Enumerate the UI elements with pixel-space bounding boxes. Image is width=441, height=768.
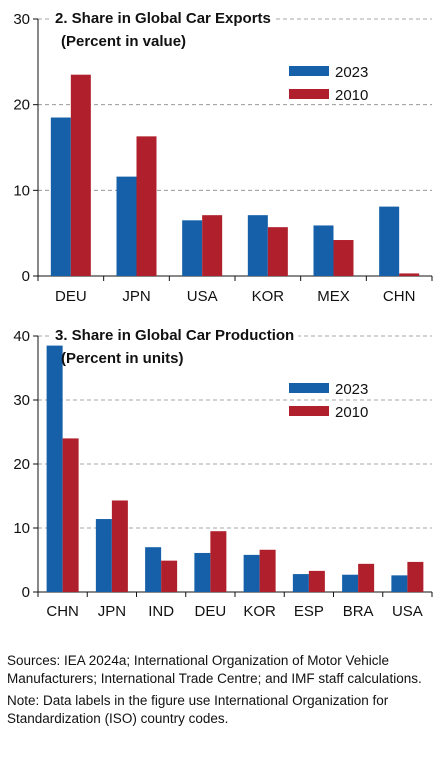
bar-mex-2010 xyxy=(333,240,354,276)
bar-bra-2023 xyxy=(342,574,359,592)
title-backing xyxy=(51,326,299,345)
x-tick-label: ESP xyxy=(294,603,324,620)
bar-kor-2010 xyxy=(259,549,276,592)
bar-jpn-2010 xyxy=(136,136,157,276)
legend-label: 2010 xyxy=(335,87,368,104)
chart-subtitle: (Percent in value) xyxy=(61,33,186,50)
bar-deu-2023 xyxy=(194,552,211,592)
x-tick-label: KOR xyxy=(252,288,285,305)
chart-title: 2. Share in Global Car Exports xyxy=(55,10,271,27)
x-tick-label: DEU xyxy=(55,288,87,305)
bar-usa-2010 xyxy=(202,215,223,276)
legend-label: 2010 xyxy=(335,404,368,421)
y-tick-label: 30 xyxy=(13,11,30,28)
legend-swatch-2010 xyxy=(289,406,329,416)
title-backing xyxy=(51,9,275,28)
bar-deu-2010 xyxy=(210,531,227,592)
bar-chn-2023 xyxy=(46,345,63,592)
legend-swatch-2010 xyxy=(289,89,329,99)
legend-swatch-2023 xyxy=(289,383,329,393)
bar-usa-2010 xyxy=(407,561,424,592)
x-tick-label: IND xyxy=(148,603,174,620)
x-tick-label: MEX xyxy=(317,288,350,305)
bar-chn-2010 xyxy=(62,438,79,592)
legend-label: 2023 xyxy=(335,64,368,81)
bar-chn-2023 xyxy=(379,206,400,276)
chart-title: 3. Share in Global Car Production xyxy=(55,327,294,344)
x-tick-label: JPN xyxy=(98,603,126,620)
x-tick-label: KOR xyxy=(243,603,276,620)
y-tick-label: 0 xyxy=(22,268,30,285)
bar-ind-2023 xyxy=(145,547,162,592)
y-tick-label: 10 xyxy=(13,182,30,199)
legend-label: 2023 xyxy=(335,381,368,398)
y-tick-label: 30 xyxy=(13,392,30,409)
y-tick-label: 20 xyxy=(13,97,30,114)
car-exports-chart: 0 10 20 30 DEU JPN USA KOR MEX CHN 2. Share in Glo… xyxy=(13,9,433,305)
x-tick-label: DEU xyxy=(195,603,227,620)
bar-usa-2023 xyxy=(391,575,408,592)
bar-jpn-2023 xyxy=(95,519,112,592)
bar-kor-2010 xyxy=(267,227,288,276)
bar-chn-2010 xyxy=(399,273,420,276)
bar-esp-2010 xyxy=(308,570,325,592)
bar-mex-2023 xyxy=(313,225,334,276)
y-tick-label: 20 xyxy=(13,456,30,473)
y-tick-label: 10 xyxy=(13,520,30,537)
bar-esp-2023 xyxy=(292,574,309,592)
y-tick-label: 40 xyxy=(13,328,30,345)
x-tick-label: CHN xyxy=(383,288,416,305)
bar-jpn-2010 xyxy=(111,500,128,592)
car-production-chart: 0 10 20 30 40 CHN JPN IND DEU KOR ESP BRA USA 3. Shar… xyxy=(13,326,433,620)
bar-deu-2010 xyxy=(70,74,91,276)
x-tick-label: USA xyxy=(392,603,423,620)
bar-kor-2023 xyxy=(243,554,260,592)
figure-notes: Sources: IEA 2024a; International Organi… xyxy=(7,652,437,732)
x-tick-label: CHN xyxy=(46,603,79,620)
legend-swatch-2023 xyxy=(289,66,329,76)
bar-ind-2010 xyxy=(161,560,178,592)
y-tick-label: 0 xyxy=(22,584,30,601)
iso-note: Note: Data labels in the figure use Inte… xyxy=(7,693,389,726)
x-tick-label: USA xyxy=(187,288,218,305)
chart-subtitle: (Percent in units) xyxy=(61,350,184,367)
bar-bra-2010 xyxy=(358,563,375,592)
sources-note: Sources: IEA 2024a; International Organi… xyxy=(7,653,422,686)
bar-deu-2023 xyxy=(50,117,71,277)
x-tick-label: JPN xyxy=(122,288,150,305)
x-tick-label: BRA xyxy=(343,603,374,620)
bar-kor-2023 xyxy=(247,215,268,276)
bar-jpn-2023 xyxy=(116,176,137,276)
bar-usa-2023 xyxy=(182,220,203,276)
